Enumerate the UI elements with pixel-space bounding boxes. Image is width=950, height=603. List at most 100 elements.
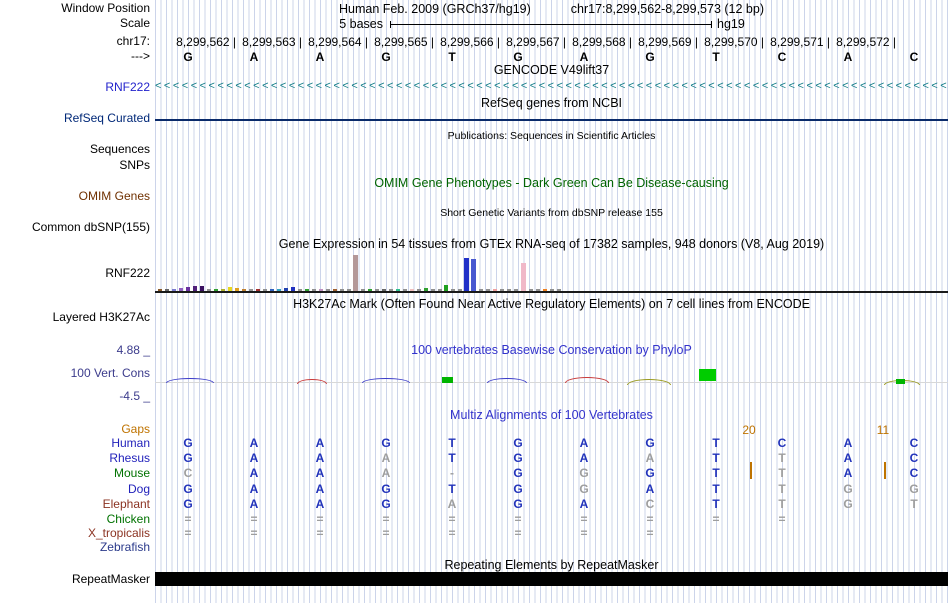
gaps-row-label[interactable]: Gaps <box>121 422 150 436</box>
common-dbsnp-label[interactable]: Common dbSNP(155) <box>31 220 150 234</box>
align-base-elephant: A <box>579 497 589 511</box>
repeatmasker-track-title[interactable]: Repeating Elements by RepeatMasker <box>444 558 659 572</box>
gtex-tissue-bar <box>382 289 386 291</box>
gtex-tissue-bar <box>228 287 232 291</box>
species-mouse-label[interactable]: Mouse <box>113 466 150 480</box>
gtex-tissue-bar <box>353 255 358 291</box>
conservation-mark <box>896 379 905 384</box>
refseq-track-title[interactable]: RefSeq genes from NCBI <box>480 96 623 110</box>
gtex-gene-label[interactable]: RNF222 <box>105 266 150 280</box>
omim-genes-label[interactable]: OMIM Genes <box>78 189 150 203</box>
gtex-tissue-bar <box>158 289 162 291</box>
align-base-human: A <box>843 436 853 450</box>
conservation-track-label[interactable]: 100 Vert. Cons <box>70 366 150 380</box>
ruler-base: A <box>249 50 259 64</box>
gencode-gene-label[interactable]: RNF222 <box>105 80 150 94</box>
align-base-human: G <box>381 436 391 450</box>
ruler-coordinate: 8,299,570 | <box>704 35 764 49</box>
gtex-tissue-bar <box>270 289 274 291</box>
species-human-label[interactable]: Human <box>111 436 150 450</box>
gtex-tissue-bar <box>543 289 547 291</box>
window-position-label: Window Position <box>61 1 150 15</box>
scale-label: Scale <box>119 16 150 30</box>
gtex-tissue-bar <box>557 289 561 291</box>
species-chicken-label[interactable]: Chicken <box>106 512 150 526</box>
phylop-track-title[interactable]: 100 vertebrates Basewise Conservation by… <box>411 343 692 357</box>
align-base-chicken: = <box>580 512 588 526</box>
conservation-mark <box>627 379 671 385</box>
align-base-chicken: = <box>382 512 390 526</box>
ruler-base: G <box>183 50 193 64</box>
align-base-x_tropicalis: = <box>514 526 522 540</box>
align-base-dog: T <box>712 482 720 496</box>
align-base-x_tropicalis: = <box>448 526 456 540</box>
species-elephant-label[interactable]: Elephant <box>102 497 150 511</box>
conservation-mark <box>442 377 453 383</box>
conservation-mark <box>565 377 609 383</box>
gtex-tissue-bar <box>347 289 351 291</box>
species-rhesus-label[interactable]: Rhesus <box>109 451 150 465</box>
species-zebrafish-label[interactable]: Zebrafish <box>99 540 150 554</box>
align-base-elephant: A <box>447 497 457 511</box>
h3k27ac-track-title[interactable]: H3K27Ac Mark (Often Found Near Active Re… <box>293 297 810 311</box>
gtex-tissue-bar <box>263 289 267 291</box>
gtex-track-title[interactable]: Gene Expression in 54 tissues from GTEx … <box>278 237 825 251</box>
scale-bar-tick <box>711 21 712 28</box>
scale-assembly-label: hg19 <box>717 17 745 31</box>
gtex-tissue-bar <box>550 289 554 291</box>
conservation-mark <box>297 379 327 384</box>
species-dog-label[interactable]: Dog <box>127 482 150 496</box>
align-base-dog: T <box>778 482 786 496</box>
gtex-tissue-bar <box>277 289 281 291</box>
align-base-chicken: = <box>514 512 522 526</box>
gtex-tissue-bar <box>507 289 511 291</box>
conservation-mark <box>487 378 527 383</box>
strand-direction-label: ---> <box>131 49 150 63</box>
gtex-tissue-bar <box>444 285 448 291</box>
species-xtropicalis-label[interactable]: X_tropicalis <box>87 526 150 540</box>
align-base-human: C <box>909 436 919 450</box>
align-base-dog: T <box>448 482 456 496</box>
align-base-rhesus: A <box>249 451 259 465</box>
gtex-tissue-bar <box>235 288 239 291</box>
align-base-rhesus: A <box>579 451 589 465</box>
align-base-x_tropicalis: = <box>250 526 258 540</box>
snps-label[interactable]: SNPs <box>119 158 150 172</box>
gtex-tissue-bar <box>319 289 323 291</box>
conservation-mark <box>362 378 410 383</box>
align-base-dog: A <box>249 482 259 496</box>
gtex-tissue-bar <box>471 259 476 291</box>
align-base-elephant: C <box>645 497 655 511</box>
align-base-human: T <box>448 436 456 450</box>
repeatmasker-label[interactable]: RepeatMasker <box>71 572 150 586</box>
align-base-dog: A <box>645 482 655 496</box>
align-base-dog: G <box>843 482 853 496</box>
repeat-element-bar[interactable] <box>155 572 948 586</box>
multiz-track-title[interactable]: Multiz Alignments of 100 Vertebrates <box>450 408 653 422</box>
refseq-gene-item[interactable] <box>155 119 948 121</box>
align-base-x_tropicalis: = <box>316 526 324 540</box>
refseq-curated-label[interactable]: RefSeq Curated <box>63 111 150 125</box>
align-base-chicken: = <box>712 512 720 526</box>
dbsnp-track-title[interactable]: Short Genetic Variants from dbSNP releas… <box>440 207 663 219</box>
gtex-tissue-bar <box>514 289 518 291</box>
gtex-tissue-bar <box>529 289 533 291</box>
gtex-tissue-bar <box>200 286 204 291</box>
publications-sequences-label[interactable]: Sequences <box>89 142 150 156</box>
scale-value: 5 bases <box>339 17 383 31</box>
align-base-rhesus: T <box>712 451 720 465</box>
layered-h3k27ac-label[interactable]: Layered H3K27Ac <box>52 310 150 324</box>
align-base-dog: G <box>579 482 589 496</box>
align-base-mouse: G <box>513 466 523 480</box>
ruler-base: G <box>381 50 391 64</box>
publications-track-title[interactable]: Publications: Sequences in Scientific Ar… <box>447 130 656 142</box>
align-base-elephant: G <box>843 497 853 511</box>
omim-track-title[interactable]: OMIM Gene Phenotypes - Dark Green Can Be… <box>374 176 729 190</box>
gencode-track-title[interactable]: GENCODE V49lift37 <box>493 63 610 77</box>
align-base-elephant: A <box>249 497 259 511</box>
conservation-mark <box>699 369 716 381</box>
ruler-coordinate: 8,299,565 | <box>374 35 434 49</box>
rnf222-gene-model[interactable]: <<<<<<<<<<<<<<<<<<<<<<<<<<<<<<<<<<<<<<<<… <box>155 80 948 92</box>
gtex-tissue-bar <box>389 289 393 291</box>
align-base-mouse: G <box>579 466 589 480</box>
